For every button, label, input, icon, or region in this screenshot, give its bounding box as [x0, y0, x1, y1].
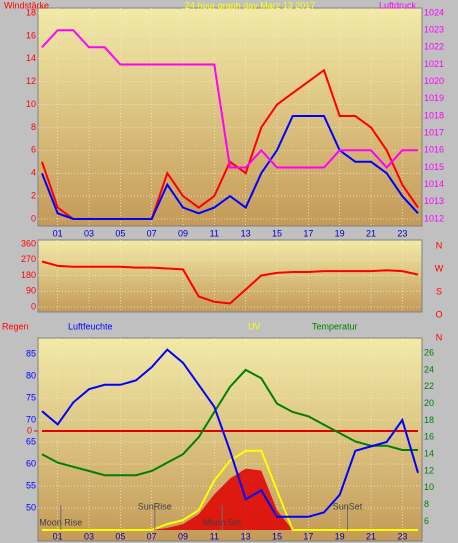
y-tick-label: 10 [26, 99, 36, 109]
x-tick-label: 17 [303, 531, 313, 541]
y-tick-label: 8 [31, 122, 36, 132]
chart-title: 24 hour graph day Marz 13 2017 [185, 0, 316, 10]
x-tick-label: 05 [115, 228, 125, 238]
y2-tick-label: 26 [424, 347, 434, 357]
y3-tick-label: 0 [27, 425, 32, 435]
y-tick-label: 85 [26, 348, 36, 358]
x-tick-label: 05 [115, 531, 125, 541]
x-tick-label: 17 [303, 228, 313, 238]
y-tick-label: 60 [26, 458, 36, 468]
y-tick-label: 6 [31, 145, 36, 155]
y-tick-label: 70 [26, 414, 36, 424]
y2-tick-label: 14 [424, 449, 434, 459]
y3-axis-label: Regen [2, 321, 29, 331]
y-tick-label: 4 [31, 168, 36, 178]
y-tick-label: 80 [26, 370, 36, 380]
line [41, 348, 419, 518]
compass-label: N [436, 240, 443, 250]
x-tick-label: 01 [53, 228, 63, 238]
x-tick-label: 23 [397, 228, 407, 238]
annotation: SunRise [138, 501, 172, 511]
compass-label: O [435, 309, 442, 319]
y-tick-label: 90 [26, 286, 36, 296]
line [41, 260, 419, 305]
plot-area [37, 239, 423, 313]
y2-tick-label: 1018 [424, 110, 444, 120]
y-tick-label: 14 [26, 53, 36, 63]
compass-label: S [436, 286, 442, 296]
y-tick-label: 55 [26, 480, 36, 490]
y2-tick-label: 18 [424, 415, 434, 425]
y2-tick-label: 20 [424, 398, 434, 408]
compass-label: N [436, 332, 443, 342]
y2-tick-label: 24 [424, 364, 434, 374]
annotation: Moon Rise [39, 517, 82, 527]
y2-tick-label: 6 [424, 516, 429, 526]
x-tick-label: 11 [210, 228, 219, 238]
compass-label: W [435, 263, 444, 273]
x-tick-label: 13 [241, 228, 251, 238]
y2-tick-label: 1019 [424, 93, 444, 103]
y-tick-label: 75 [26, 392, 36, 402]
y2-tick-label: 1016 [424, 145, 444, 155]
annotation: SunSet [333, 501, 363, 511]
y2-tick-label: 1013 [424, 196, 444, 206]
x-tick-label: 19 [335, 228, 345, 238]
y-tick-label: 0 [31, 301, 36, 311]
line [41, 115, 419, 220]
x-tick-label: 03 [84, 531, 94, 541]
x-tick-label: 11 [210, 531, 219, 541]
line [41, 368, 418, 477]
x-tick-label: 19 [335, 531, 345, 541]
line [41, 29, 418, 169]
y2-tick-label: 1015 [424, 162, 444, 172]
y2-tick-label: 1012 [424, 213, 444, 223]
y-tick-label: 65 [26, 436, 36, 446]
y-axis-label: Windstärke [4, 0, 49, 10]
line [42, 449, 418, 531]
x-tick-label: 21 [366, 531, 376, 541]
y-tick-label: 360 [21, 238, 36, 248]
area [42, 468, 418, 530]
annotation: Moon Set [203, 517, 242, 527]
y-tick-label: 12 [26, 76, 36, 86]
x-tick-label: 07 [147, 531, 157, 541]
y2-tick-label: 12 [424, 465, 434, 475]
x-tick-label: 09 [178, 531, 188, 541]
y-tick-label: 270 [21, 254, 36, 264]
y-tick-label: 50 [26, 502, 36, 512]
y4-axis-label: UV [248, 321, 261, 331]
x-tick-label: 03 [84, 228, 94, 238]
y-tick-label: 0 [31, 213, 36, 223]
y-tick-label: 2 [31, 190, 36, 200]
x-tick-label: 23 [397, 531, 407, 541]
y2-tick-label: 22 [424, 381, 434, 391]
y2-tick-label: 10 [424, 482, 434, 492]
y2-axis-label: Temperatur [312, 321, 358, 331]
x-tick-label: 15 [272, 228, 282, 238]
y-tick-label: 180 [21, 270, 36, 280]
y2-tick-label: 1021 [424, 59, 444, 69]
y2-tick-label: 1022 [424, 42, 444, 52]
y2-tick-label: 16 [424, 432, 434, 442]
y2-axis-label: Luftdruck [379, 0, 417, 10]
y2-tick-label: 1017 [424, 128, 444, 138]
y-tick-label: 16 [26, 30, 36, 40]
x-tick-label: 01 [53, 531, 63, 541]
y-tick-label: 18 [26, 7, 36, 17]
y2-tick-label: 1023 [424, 25, 444, 35]
y2-tick-label: 1024 [424, 7, 444, 17]
y-axis-label: Luftfeuchte [68, 321, 113, 331]
x-tick-label: 09 [178, 228, 188, 238]
x-tick-label: 13 [241, 531, 251, 541]
y2-tick-label: 1020 [424, 76, 444, 86]
x-tick-label: 15 [272, 531, 282, 541]
y2-tick-label: 1014 [424, 179, 444, 189]
x-tick-label: 21 [366, 228, 376, 238]
x-tick-label: 07 [147, 228, 157, 238]
y2-tick-label: 8 [424, 499, 429, 509]
plot-area [37, 7, 423, 227]
